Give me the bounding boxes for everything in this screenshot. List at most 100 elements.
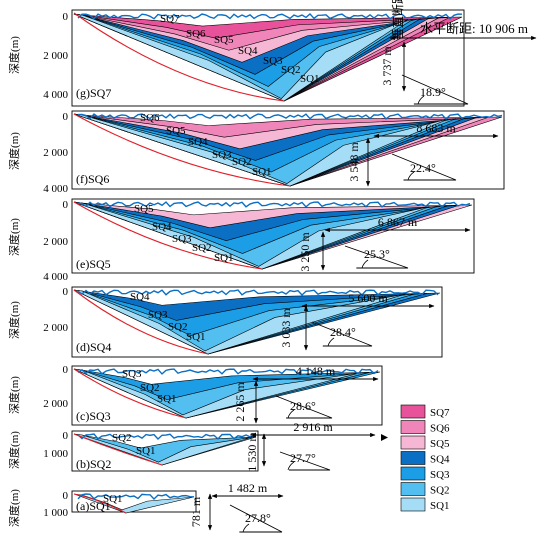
sequence-label-sq2: SQ2 [281,64,301,76]
fault-line [73,433,163,466]
legend-label: SQ4 [430,454,450,466]
sequence-label-sq6: SQ6 [140,112,160,124]
depth-tick-label: 0 [63,490,69,502]
angle-arc [361,259,369,269]
sequence-label-sq1: SQ1 [252,166,272,178]
panel-caption: (f)SQ6 [76,172,109,186]
panel-a: SQ1(a)SQ1 0 1 000 深度(m) 1 482 m 781 m 27.8° [7,481,284,533]
vertical-distance-label: 3 250 m [298,232,312,272]
sequence-label-sq3: SQ3 [263,55,283,67]
sequence-label-sq4: SQ4 [152,221,172,233]
slope-angle-label: 28.6° [290,399,316,413]
sequence-label-sq1: SQ1 [157,393,177,405]
vertical-distance-label: 1 530 m [245,432,259,472]
vertical-distance-label: 3 033 m [279,308,293,348]
sequence-label-sq1: SQ1 [300,73,320,85]
loose-arrow-head [381,434,388,441]
depth-tick-label: 0 [63,199,69,211]
slope-angle-label: 27.7° [290,451,316,465]
seafloor-line [77,201,471,208]
sequence-fill-sq1 [73,433,252,466]
fault-line [73,493,127,514]
legend-swatch [400,435,426,450]
sequence-label-sq3: SQ3 [212,149,232,161]
fault-line [73,201,263,270]
legend-swatch [400,497,426,512]
legend-label: SQ2 [430,485,450,497]
depth-tick-label: 4 000 [43,271,68,283]
sequence-label-sq4: SQ4 [188,136,208,148]
vertical-distance-label: 3 737 m [380,46,394,86]
legend-label: SQ7 [430,407,450,419]
fault-line [73,113,291,187]
vertical-distance-label: 3 548 m [347,142,361,182]
sequence-label-sq1: SQ1 [186,331,206,343]
sequence-label-sq2: SQ2 [140,382,160,394]
angle-arc [417,95,425,105]
depth-tick-label: 2 000 [43,322,68,334]
horizontal-distance-label: 2 916 m [293,420,333,434]
sequence-fill-sq2 [73,368,370,419]
sequence-fill-sq1 [73,201,430,270]
horizontal-distance-label: 水平断距: 10 906 m [420,21,528,36]
depth-tick-label: 2 000 [43,236,68,248]
sequence-label-sq1: SQ1 [136,445,156,457]
horizontal-distance-value: 10 906 m [479,21,528,36]
seafloor-line [77,113,503,120]
depth-axis-title: 深度(m) [7,301,21,339]
slope-angle-label: 27.8° [245,511,271,525]
panel-caption: (d)SQ4 [76,340,111,354]
depth-tick-label: 2 000 [43,398,68,410]
sequence-label-sq3: SQ3 [172,233,192,245]
legend-label: SQ1 [430,500,450,512]
sequence-fill-sq3 [73,113,466,187]
slope-triangle [391,153,457,181]
depth-axis-title: 深度(m) [7,36,21,74]
sequence-label-sq5: SQ5 [134,203,154,215]
legend-swatch [400,420,426,434]
horizontal-distance-label: 4 148 m [296,364,336,378]
seafloor-line [77,493,195,500]
depth-tick-label: 4 000 [43,89,68,101]
legend: SQ7 SQ6 SQ5 SQ4 SQ3 SQ2 SQ1 [400,404,450,512]
legend-swatch [400,482,426,496]
fault-line [73,289,209,355]
sequence-label-sq3: SQ3 [122,368,142,380]
sequence-label-sq7: SQ7 [160,13,180,25]
sequence-label-sq1: SQ1 [103,493,123,505]
legend-swatch [400,451,426,465]
vertical-distance-label: 781 m [189,496,203,527]
sequence-label-sq6: SQ6 [186,28,206,40]
depth-axis-title: 深度(m) [7,376,21,414]
sequence-fill-sq1 [73,13,408,102]
slope-triangle [344,245,409,269]
slope-angle-label: 28.4° [330,325,356,339]
slope-angle-label: 22.4° [410,161,436,175]
legend-item-sq4: SQ4 [400,451,450,466]
sequence-label-sq2: SQ2 [232,156,252,168]
slope-triangle [229,504,283,533]
slope-triangle [279,451,331,471]
depth-tick-label: 2 000 [43,50,68,62]
depth-tick-label: 1 000 [43,448,68,460]
fault-line [73,368,187,419]
angle-arc [407,171,415,181]
seafloor-line [77,289,439,296]
horizontal-distance-label: 1 482 m [228,481,268,495]
depth-tick-label: 0 [63,11,69,23]
legend-label: SQ6 [430,423,450,435]
sequence-fill-sq1 [73,113,449,187]
angle-arc [242,523,250,533]
sequence-label-sq5: SQ5 [166,125,186,137]
legend-swatch [400,404,426,419]
sequence-label-sq2: SQ2 [192,242,212,254]
angle-arc [287,461,295,471]
angle-arc [287,409,295,419]
sequence-label-sq3: SQ3 [148,309,168,321]
depth-axis-title: 深度(m) [7,132,21,170]
depth-axis-title: 深度(m) [7,218,21,256]
